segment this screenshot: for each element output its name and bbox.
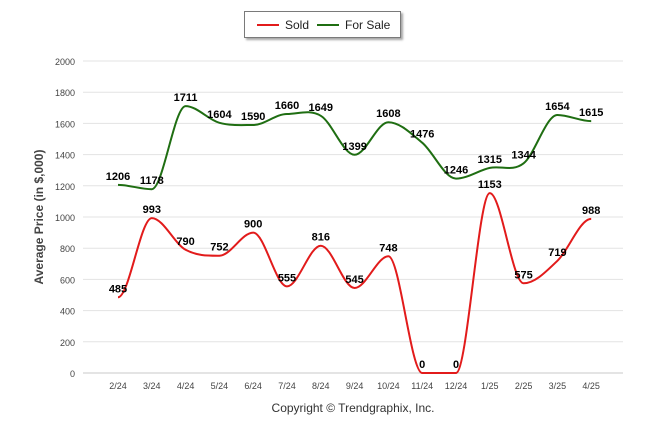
y-tick-label: 1000 <box>55 213 75 223</box>
y-tick-label: 1600 <box>55 119 75 129</box>
data-label-for-sale: 1615 <box>579 107 603 119</box>
data-label-sold: 0 <box>453 359 459 371</box>
series-line-sold <box>117 192 592 374</box>
y-tick-label: 1400 <box>55 151 75 161</box>
legend-swatch-sold <box>257 23 279 26</box>
data-label-for-sale: 1344 <box>511 149 536 161</box>
data-label-sold: 485 <box>109 283 127 295</box>
y-tick-label: 1800 <box>55 88 75 98</box>
x-tick-label: 2/25 <box>515 381 533 391</box>
data-label-for-sale: 1315 <box>478 154 502 166</box>
x-tick-label: 11/24 <box>411 381 433 391</box>
x-tick-label: 2/24 <box>109 381 127 391</box>
x-tick-label: 1/25 <box>481 381 499 391</box>
legend: Sold For Sale <box>244 11 401 38</box>
y-tick-label: 800 <box>60 244 75 254</box>
y-axis-label: Average Price (in $,000) <box>32 150 46 285</box>
data-label-for-sale: 1608 <box>376 108 400 120</box>
data-label-for-sale: 1654 <box>545 101 570 113</box>
data-label-sold: 575 <box>514 269 532 281</box>
data-label-sold: 545 <box>345 274 363 286</box>
copyright-credit: Copyright © Trendgraphix, Inc. <box>271 401 435 415</box>
series-lines <box>117 105 592 374</box>
data-label-sold: 0 <box>419 359 425 371</box>
x-tick-label: 3/24 <box>143 381 161 391</box>
x-tick-label: 10/24 <box>377 381 400 391</box>
x-tick-label: 4/24 <box>177 381 195 391</box>
x-tick-label: 6/24 <box>244 381 262 391</box>
x-tick-label: 3/25 <box>549 381 567 391</box>
x-tick-label: 7/24 <box>278 381 296 391</box>
legend-label-sold: Sold <box>285 17 310 32</box>
data-label-sold: 993 <box>143 204 161 216</box>
data-label-for-sale: 1476 <box>410 129 434 141</box>
legend-label-for-sale: For Sale <box>345 17 391 32</box>
x-tick-label: 12/24 <box>445 381 468 391</box>
y-tick-label: 600 <box>60 275 75 285</box>
data-label-for-sale: 1590 <box>241 111 265 123</box>
data-label-sold: 748 <box>379 242 397 254</box>
data-label-for-sale: 1604 <box>207 109 232 121</box>
legend-item-for-sale[interactable]: For Sale <box>317 12 390 37</box>
y-tick-label: 0 <box>70 369 75 379</box>
y-tick-label: 1200 <box>55 182 75 192</box>
y-tick-label: 400 <box>60 307 75 317</box>
data-label-sold: 555 <box>278 272 296 284</box>
grid-lines <box>83 60 623 374</box>
x-tick-label: 9/24 <box>346 381 364 391</box>
y-axis-ticks: 0 200 400 600 800 1000 1200 1400 1600 1800 2000 <box>55 57 75 379</box>
data-label-for-sale: 1399 <box>342 141 366 153</box>
x-axis-ticks: 2/24 3/24 4/24 5/24 6/24 7/24 8/24 9/24 10/24 11/… <box>109 381 600 391</box>
legend-swatch-for-sale <box>317 23 339 26</box>
data-label-for-sale: 1649 <box>309 102 333 114</box>
data-labels: 485 993 790 752 900 555 816 545 748 0 0 1153 575 719 9… <box>106 92 604 371</box>
data-label-for-sale: 1206 <box>106 171 130 183</box>
data-label-for-sale: 1246 <box>444 165 468 177</box>
legend-item-sold[interactable]: Sold <box>257 12 309 37</box>
data-label-sold: 752 <box>210 242 228 254</box>
y-tick-label: 2000 <box>55 57 75 67</box>
data-label-for-sale: 1711 <box>174 92 198 104</box>
x-tick-label: 5/24 <box>211 381 229 391</box>
data-label-sold: 790 <box>176 236 194 248</box>
data-label-sold: 816 <box>312 232 330 244</box>
series-line-for-sale <box>117 105 592 191</box>
data-label-sold: 900 <box>244 219 262 231</box>
data-label-sold: 1153 <box>478 179 502 191</box>
x-tick-label: 8/24 <box>312 381 330 391</box>
x-tick-label: 4/25 <box>582 381 600 391</box>
y-tick-label: 200 <box>60 338 75 348</box>
data-label-sold: 719 <box>548 247 566 259</box>
data-label-for-sale: 1178 <box>140 175 164 187</box>
data-label-for-sale: 1660 <box>275 100 299 112</box>
data-label-sold: 988 <box>582 205 600 217</box>
